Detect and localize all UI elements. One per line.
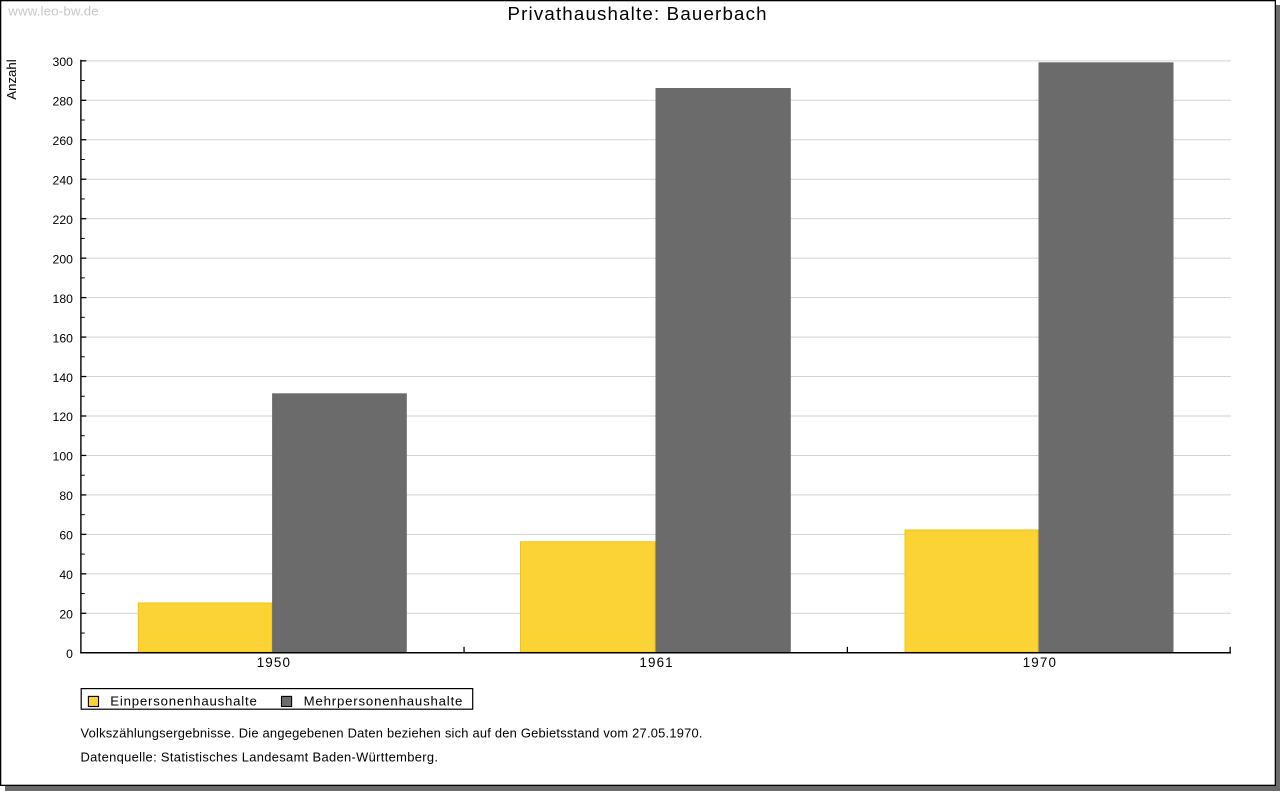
svg-text:280: 280 [53, 95, 74, 109]
svg-text:0: 0 [66, 647, 73, 661]
svg-text:Privathaushalte: Bauerbach: Privathaushalte: Bauerbach [508, 3, 767, 24]
svg-text:100: 100 [53, 450, 74, 464]
svg-text:240: 240 [53, 174, 74, 188]
svg-text:220: 220 [53, 213, 74, 227]
svg-text:80: 80 [59, 489, 73, 503]
svg-text:Volkszählungsergebnisse. Die a: Volkszählungsergebnisse. Die angegebenen… [81, 726, 703, 741]
svg-text:1961: 1961 [639, 655, 672, 670]
svg-text:300: 300 [53, 55, 74, 69]
svg-text:40: 40 [59, 568, 73, 582]
svg-text:120: 120 [53, 410, 74, 424]
svg-text:Datenquelle: Statistisches Lan: Datenquelle: Statistisches Landesamt Bad… [81, 750, 439, 765]
svg-text:260: 260 [53, 134, 74, 148]
svg-text:Mehrpersonenhaushalte: Mehrpersonenhaushalte [304, 694, 463, 709]
svg-text:140: 140 [53, 371, 74, 385]
svg-text:20: 20 [59, 608, 73, 622]
svg-text:180: 180 [53, 292, 74, 306]
svg-text:Einpersonenhaushalte: Einpersonenhaushalte [110, 694, 256, 709]
svg-text:200: 200 [53, 252, 74, 266]
svg-text:1970: 1970 [1023, 655, 1056, 670]
svg-text:60: 60 [59, 529, 73, 543]
svg-text:1950: 1950 [257, 655, 290, 670]
svg-text:160: 160 [53, 331, 74, 345]
svg-text:www.leo-bw.de: www.leo-bw.de [7, 4, 99, 19]
svg-text:Anzahl: Anzahl [4, 59, 19, 100]
